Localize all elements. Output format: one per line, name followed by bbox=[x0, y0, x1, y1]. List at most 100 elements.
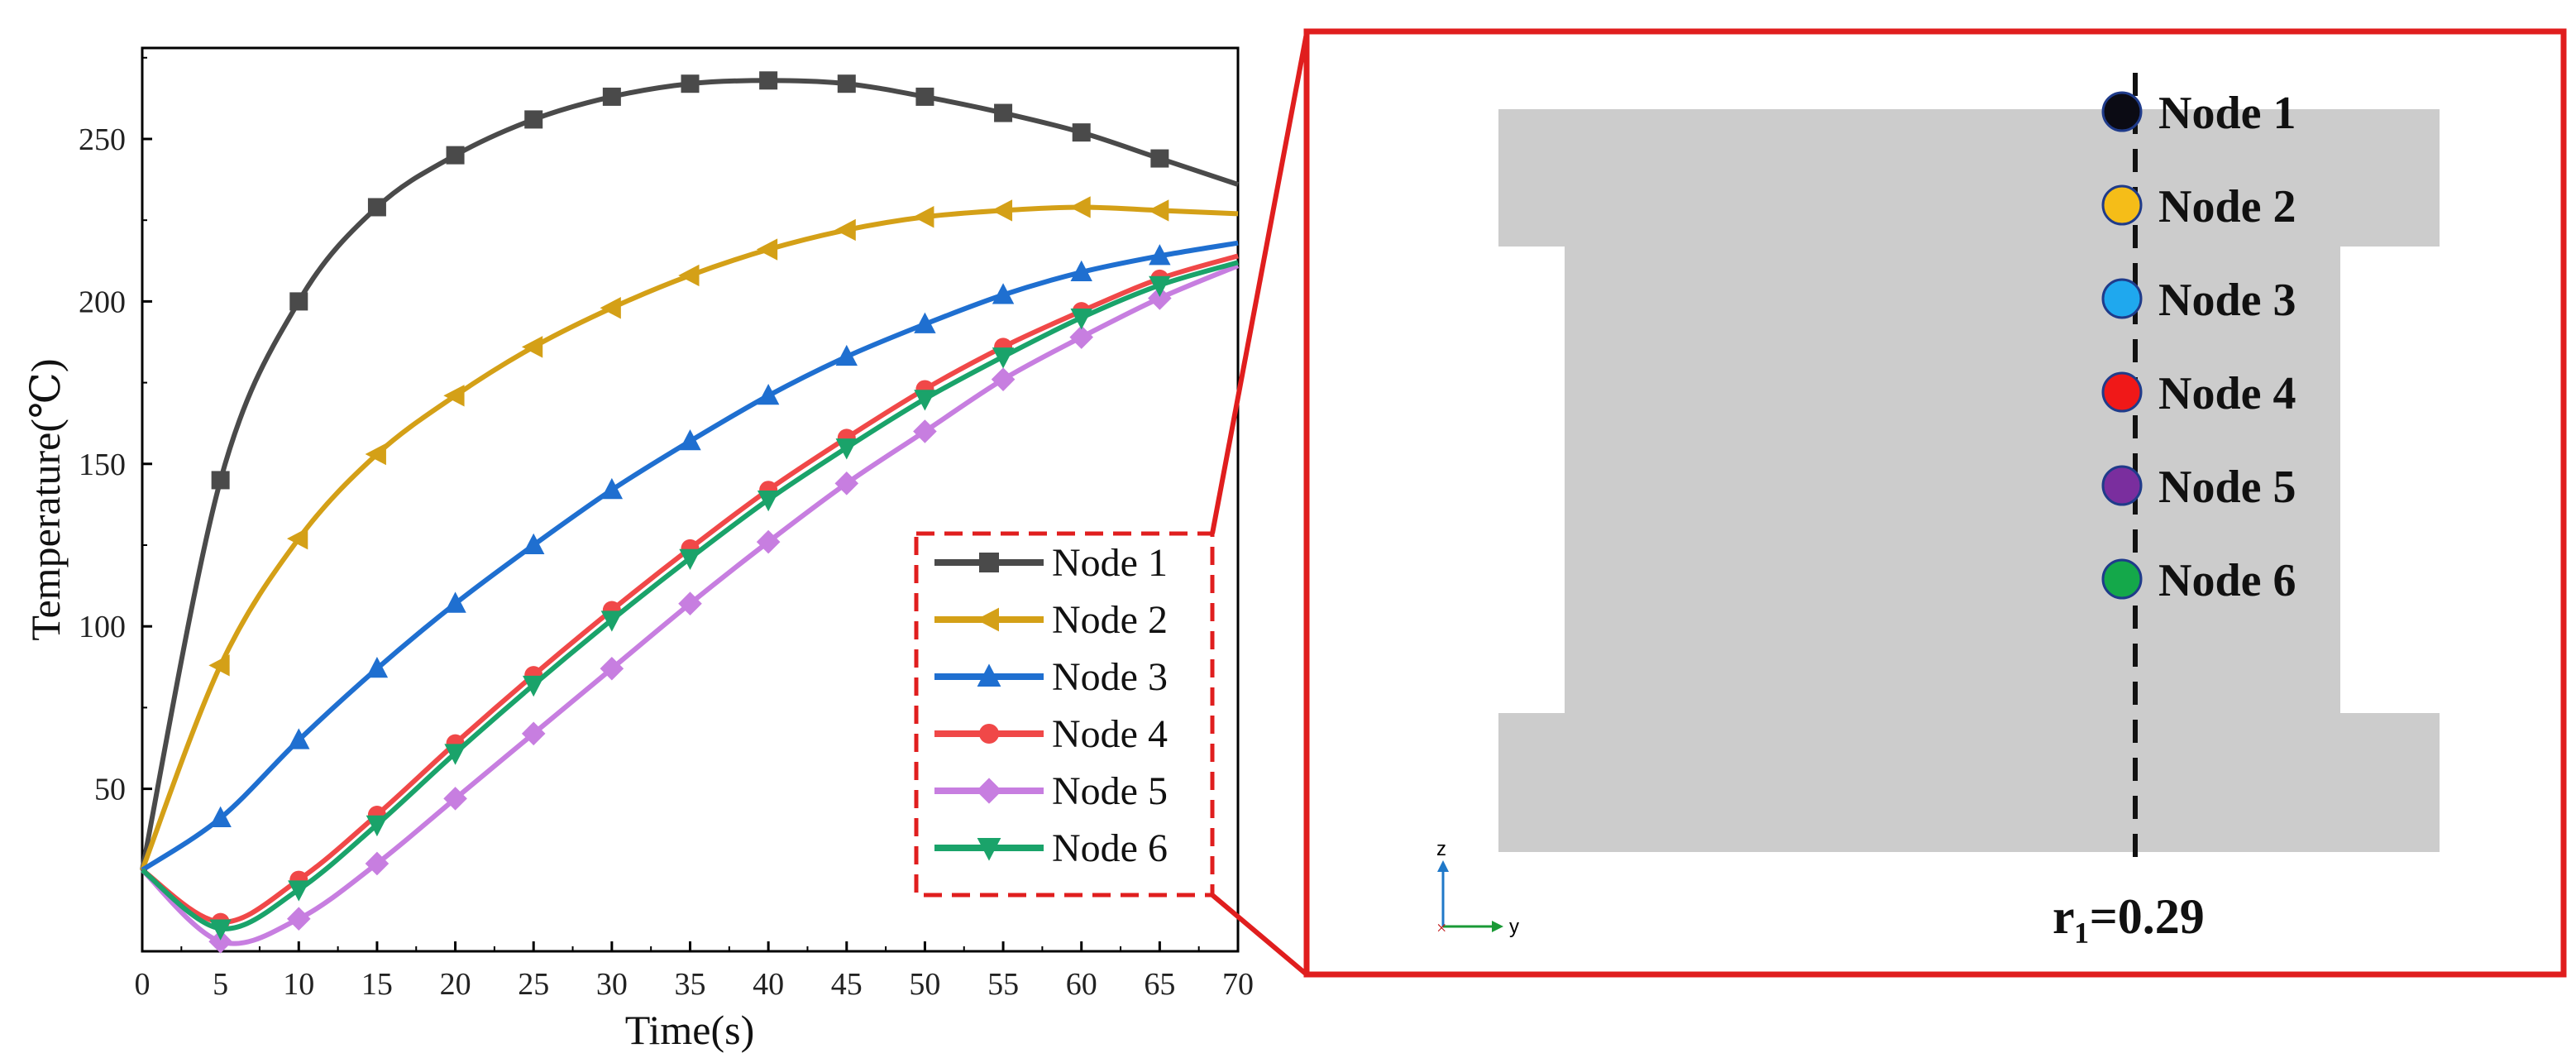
data-point bbox=[1148, 286, 1172, 310]
data-point bbox=[835, 438, 858, 460]
data-point bbox=[524, 110, 543, 129]
data-point bbox=[365, 851, 390, 876]
legend-label: Node 1 bbox=[1052, 541, 1168, 585]
data-point bbox=[1069, 196, 1091, 218]
data-point bbox=[523, 675, 545, 697]
series-line bbox=[140, 204, 1239, 871]
coordinate-axes-icon: z y × bbox=[1436, 838, 1519, 938]
data-point bbox=[757, 491, 780, 512]
legend-marker bbox=[976, 607, 999, 632]
legend-items: Node 1 Node 2 Node 3 Node 4 Node 5 Node 6 bbox=[934, 541, 1168, 870]
data-point bbox=[994, 103, 1013, 122]
legend-marker bbox=[979, 553, 999, 572]
data-point bbox=[1069, 325, 1094, 349]
node-label: Node 5 bbox=[2158, 462, 2296, 513]
data-point bbox=[913, 419, 937, 443]
series-line bbox=[141, 240, 1239, 873]
data-point bbox=[757, 384, 780, 405]
legend-marker bbox=[976, 778, 1002, 804]
data-point bbox=[208, 929, 232, 954]
data-point bbox=[1150, 149, 1169, 168]
data-point bbox=[678, 591, 702, 615]
schematic-nodes: Node 1 Node 2 Node 3 Node 4 Node 5 Node 6 bbox=[2101, 88, 2296, 606]
data-point bbox=[208, 654, 230, 677]
data-point bbox=[288, 880, 310, 902]
x-tick-label: 35 bbox=[675, 967, 706, 1002]
x-tick-label: 45 bbox=[831, 967, 863, 1002]
radius-label: r₁=0.29 bbox=[2053, 889, 2205, 944]
data-point bbox=[286, 527, 308, 550]
schematic-node: Node 2 bbox=[2101, 181, 2296, 232]
series-line bbox=[141, 253, 1239, 925]
x-tick-label: 70 bbox=[1222, 967, 1254, 1002]
data-point bbox=[600, 610, 624, 632]
data-point bbox=[678, 264, 700, 287]
x-tick-label: 65 bbox=[1144, 967, 1175, 1002]
node-label: Node 4 bbox=[2158, 368, 2296, 419]
data-point bbox=[209, 806, 232, 827]
data-point bbox=[443, 787, 467, 811]
legend-item: Node 3 bbox=[934, 655, 1168, 699]
data-point bbox=[756, 238, 778, 261]
data-point bbox=[914, 312, 936, 333]
temperature-chart: 0 5 10 15 20 25 30 35 40 45 50 55 60 65 70 50 100 150 200… bbox=[22, 46, 1254, 1053]
x-tick-label: 0 bbox=[135, 967, 151, 1002]
legend-label: Node 5 bbox=[1052, 769, 1168, 813]
data-point bbox=[367, 198, 386, 217]
y-axis-title: Temperature(℃) bbox=[22, 358, 69, 640]
data-point bbox=[288, 728, 310, 749]
data-point bbox=[444, 744, 466, 765]
y-tick-label: 100 bbox=[79, 610, 126, 644]
axis-x-marker: × bbox=[1436, 917, 1446, 938]
connector-line-top bbox=[1210, 32, 1309, 534]
schematic-node: Node 3 bbox=[2101, 275, 2296, 326]
data-point bbox=[1149, 244, 1171, 266]
data-point bbox=[834, 218, 856, 242]
schematic-panel: Node 1 Node 2 Node 3 Node 4 Node 5 Node 6 r₁=… bbox=[1303, 28, 2567, 978]
data-point bbox=[679, 548, 701, 571]
data-point bbox=[759, 71, 778, 90]
data-point bbox=[837, 74, 856, 93]
data-point bbox=[600, 297, 621, 319]
data-point bbox=[834, 472, 859, 495]
x-tick-label: 20 bbox=[440, 967, 471, 1002]
data-point bbox=[914, 390, 936, 411]
node-label: Node 6 bbox=[2158, 555, 2296, 606]
series-2 bbox=[140, 196, 1239, 871]
legend-box bbox=[914, 531, 1215, 898]
y-tick-label: 50 bbox=[94, 773, 126, 807]
legend-item: Node 5 bbox=[934, 769, 1168, 813]
data-point bbox=[600, 477, 624, 500]
data-point bbox=[446, 146, 465, 165]
data-point bbox=[915, 87, 934, 106]
legend-marker bbox=[977, 838, 1001, 861]
schematic-node: Node 4 bbox=[2101, 368, 2296, 419]
data-point bbox=[835, 344, 858, 366]
y-tick-label: 200 bbox=[79, 285, 126, 319]
data-point bbox=[991, 367, 1016, 391]
data-point bbox=[602, 87, 621, 106]
node-dot bbox=[2101, 184, 2143, 226]
x-ticks: 0 5 10 15 20 25 30 35 40 45 50 55 60 65 70 bbox=[135, 941, 1254, 1002]
series-3 bbox=[141, 240, 1239, 873]
legend-label: Node 3 bbox=[1052, 655, 1168, 699]
data-point bbox=[679, 428, 701, 451]
series-line bbox=[141, 260, 1239, 931]
data-point bbox=[444, 591, 466, 613]
x-tick-label: 5 bbox=[213, 967, 228, 1002]
legend-item: Node 2 bbox=[934, 598, 1168, 642]
data-point bbox=[521, 336, 543, 358]
x-tick-label: 25 bbox=[518, 967, 549, 1002]
data-point bbox=[366, 815, 389, 837]
legend-marker bbox=[977, 663, 1001, 687]
data-point bbox=[443, 385, 465, 407]
data-point bbox=[1148, 199, 1169, 222]
x-tick-label: 10 bbox=[283, 967, 314, 1002]
data-point bbox=[1072, 123, 1091, 142]
x-tick-label: 60 bbox=[1066, 967, 1097, 1002]
axis-y-label: y bbox=[1509, 916, 1519, 938]
x-tick-label: 30 bbox=[596, 967, 628, 1002]
series-6 bbox=[141, 260, 1239, 941]
data-point bbox=[992, 283, 1015, 304]
node-dot bbox=[2101, 91, 2143, 132]
